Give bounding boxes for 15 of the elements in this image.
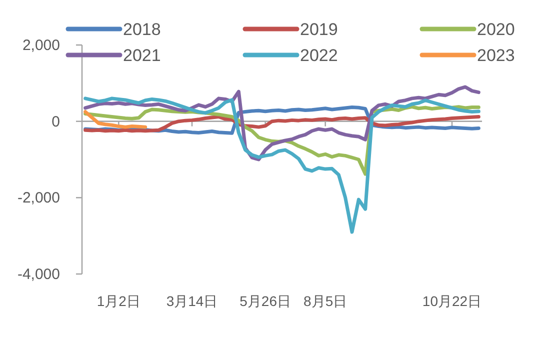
y-tick-label: 2,000 — [22, 37, 60, 54]
x-tick-label: 10月22日 — [422, 293, 482, 309]
x-tick-label: 3月14日 — [166, 293, 218, 309]
y-tick-label: -2,000 — [17, 190, 60, 207]
x-tick-label: 1月2日 — [96, 293, 140, 309]
legend-label: 2019 — [300, 20, 338, 39]
x-tick-label: 8月5日 — [304, 293, 348, 309]
y-tick-label: -4,000 — [17, 266, 60, 283]
x-tick-label: 5月26日 — [240, 293, 292, 309]
legend-label: 2021 — [123, 46, 161, 65]
legend-label: 2023 — [477, 46, 515, 65]
legend-label: 2020 — [477, 20, 515, 39]
legend-label: 2022 — [300, 46, 338, 65]
legend-label: 2018 — [123, 20, 161, 39]
y-tick-label: 0 — [52, 113, 60, 130]
